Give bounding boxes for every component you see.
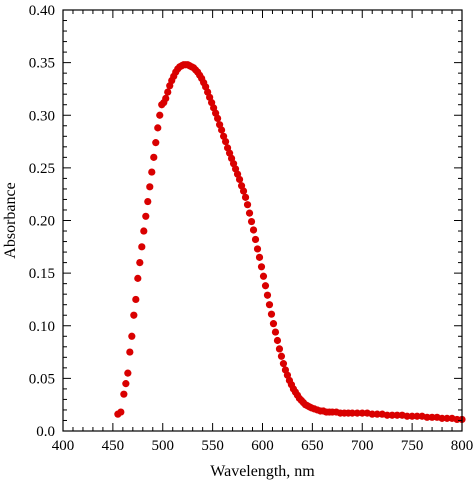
data-point — [162, 94, 170, 103]
data-point — [221, 137, 230, 146]
data-point — [136, 259, 144, 267]
data-point — [218, 126, 226, 134]
data-point — [134, 274, 142, 282]
x-tick-label: 450 — [102, 438, 125, 454]
data-point — [453, 415, 461, 424]
data-point — [279, 360, 288, 368]
data-point — [269, 320, 278, 328]
y-tick-label: 0.15 — [29, 266, 55, 282]
y-tick-label: 0.20 — [29, 214, 55, 230]
data-point — [122, 380, 130, 388]
data-point — [120, 390, 128, 398]
data-point — [261, 282, 270, 290]
data-point — [241, 193, 250, 201]
data-point — [146, 183, 154, 191]
data-point — [117, 408, 125, 416]
data-point — [128, 332, 136, 340]
x-tick-label: 750 — [401, 438, 424, 454]
data-markers — [114, 61, 466, 424]
data-point — [273, 336, 282, 345]
data-point — [144, 197, 152, 206]
data-point — [443, 414, 451, 422]
data-point — [132, 295, 140, 304]
x-tick-label: 600 — [251, 438, 274, 454]
data-point — [142, 212, 150, 220]
data-point — [249, 226, 258, 234]
data-point — [263, 291, 272, 299]
data-point — [353, 409, 361, 417]
data-point — [265, 301, 274, 309]
data-point — [267, 310, 276, 318]
x-tick-label: 550 — [201, 438, 224, 454]
data-point — [156, 111, 164, 119]
x-tick-label: 800 — [451, 438, 474, 454]
x-axis-label: Wavelength, nm — [210, 463, 315, 480]
data-point — [239, 187, 248, 195]
data-point — [413, 412, 421, 420]
x-tick-label: 700 — [351, 438, 374, 454]
data-point — [138, 243, 146, 251]
data-point — [164, 88, 172, 96]
data-point — [154, 124, 162, 132]
data-point — [130, 311, 138, 319]
data-point — [368, 410, 376, 418]
data-point — [152, 139, 160, 147]
y-tick-label: 0.30 — [29, 108, 55, 124]
data-point — [245, 209, 254, 217]
data-point — [388, 411, 396, 419]
data-point — [408, 412, 416, 420]
data-point — [247, 217, 256, 226]
data-point — [383, 411, 391, 419]
data-point — [277, 352, 286, 360]
y-tick-label: 0.35 — [29, 56, 55, 72]
data-point — [358, 409, 366, 417]
data-point — [253, 245, 262, 253]
data-point — [393, 411, 401, 419]
data-point — [255, 253, 264, 261]
x-tick-label: 650 — [301, 438, 324, 454]
x-tick-label: 400 — [52, 438, 75, 454]
y-tick-label: 0.10 — [29, 319, 55, 335]
data-point — [251, 235, 260, 244]
y-axis-label: Absorbance — [2, 182, 19, 258]
y-tick-label: 0.05 — [29, 371, 55, 387]
data-point — [271, 328, 280, 336]
y-tick-label: 0.25 — [29, 161, 55, 177]
data-point — [275, 345, 284, 353]
data-point — [373, 410, 381, 418]
data-point — [438, 414, 446, 422]
y-tick-label: 0.0 — [36, 424, 55, 440]
plot-frame — [62, 9, 463, 432]
data-point — [403, 412, 411, 420]
y-tick-label: 0.40 — [29, 3, 55, 19]
data-point — [140, 227, 148, 235]
axis-ticks — [62, 9, 463, 432]
data-point — [235, 175, 244, 184]
data-point — [243, 201, 252, 209]
data-point — [124, 369, 132, 377]
data-point — [259, 272, 268, 280]
data-point — [150, 153, 158, 161]
data-point — [423, 413, 431, 421]
data-point — [126, 348, 134, 356]
x-tick-label: 500 — [152, 438, 175, 454]
data-point — [257, 263, 266, 271]
data-point — [214, 114, 222, 123]
tick-labels: 400 450 500 550 600 650 700 750 800 0.0 0.05 0.10 0.… — [29, 3, 474, 454]
data-point — [148, 168, 156, 176]
data-point — [348, 409, 356, 417]
data-point — [428, 413, 436, 421]
